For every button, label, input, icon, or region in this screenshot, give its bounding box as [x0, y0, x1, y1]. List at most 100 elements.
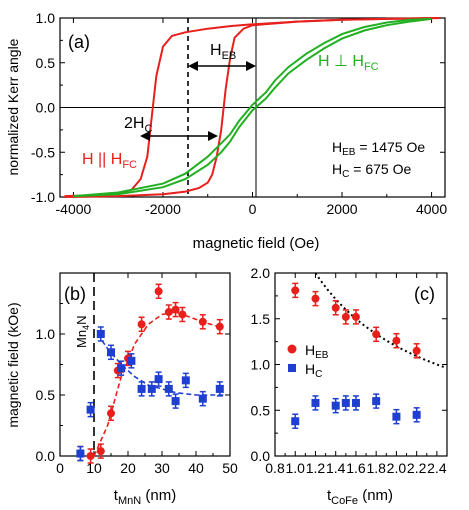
panel-c-xtick-label: 1.8 [366, 460, 386, 476]
panel-c-xtick-label: 1.2 [306, 460, 326, 476]
panel-c-xlabel: tCoFe (nm) [327, 487, 393, 507]
point-red [198, 317, 207, 326]
panel-a-ytick-label: -1.0 [31, 189, 55, 205]
point-blue [372, 397, 381, 406]
panel-c-xtick-label: 1.4 [326, 460, 346, 476]
panel-b-ytick-label: 0.0 [36, 448, 56, 464]
point-blue [154, 375, 163, 384]
panel-b: 0 10 20 30 40 50 0.0 0.5 1.0 (b) Mn4N magnetic f… [5, 272, 238, 507]
heb-value: HEB = 1475 Oe [332, 139, 425, 158]
panel-a-ytick-label: 1.0 [36, 10, 56, 26]
heb-label: HEB [210, 42, 236, 62]
point-blue [351, 398, 360, 407]
point-red [392, 336, 401, 345]
panel-c-xtick-label: 1.6 [346, 460, 366, 476]
point-red [137, 320, 146, 329]
parallel-label: H || HFC [82, 151, 137, 171]
panel-b-xtick-label: 20 [120, 460, 136, 476]
twohc-label: 2HC [124, 115, 152, 135]
twohc-arrow-head-left [140, 131, 150, 141]
point-red [171, 305, 180, 314]
point-blue [86, 405, 95, 414]
point-red [412, 346, 421, 355]
point-blue [198, 394, 207, 403]
point-blue [107, 348, 115, 357]
point-blue [164, 384, 173, 393]
point-blue [171, 397, 180, 406]
heb-arrow-head-left [188, 61, 198, 71]
panel-b-xtick-label: 40 [188, 460, 204, 476]
panel-a-xlabel: magnetic field (Oe) [193, 235, 320, 252]
point-red [154, 287, 163, 296]
point-red [291, 286, 300, 295]
legend-hc-marker [288, 364, 296, 372]
hysteresis-branch-green-2 [73, 17, 432, 198]
panel-c-ytick-label: 2.0 [251, 265, 271, 281]
panel-a-xtick-label: -2000 [145, 201, 181, 217]
point-blue [147, 384, 156, 393]
panel-b-xlabel: tMnN (nm) [114, 487, 176, 507]
point-red [86, 452, 95, 460]
twohc-arrow-head-right [208, 131, 218, 141]
point-blue [392, 412, 401, 421]
point-red [215, 322, 224, 331]
point-blue [215, 384, 224, 393]
perp-label: H ⊥ HFC [318, 53, 379, 73]
legend-hc-label: HC [305, 361, 322, 380]
legend-heb-marker [287, 344, 297, 354]
point-red [96, 447, 105, 456]
panel-a-ytick-label: 0.0 [36, 100, 56, 116]
panel-b-ylabel: magnetic field (kOe) [5, 302, 21, 427]
panel-c-ytick-label: 0.5 [251, 402, 271, 418]
point-blue [181, 376, 190, 385]
panel-b-xtick-label: 30 [154, 460, 170, 476]
point-red [164, 308, 173, 317]
point-blue [311, 398, 320, 407]
point-red [311, 294, 320, 303]
hysteresis-branch-green-3 [73, 17, 432, 198]
panel-c: 0.8 1.0 1.2 1.4 1.6 1.8 2.0 2.2 2.40.00.51.01.52… [251, 265, 448, 507]
point-blue [291, 417, 300, 426]
panel-a-ylabel: normalized Kerr angle [5, 38, 21, 175]
panel-a-xtick-label: 0 [249, 201, 257, 217]
panel-a: -4000 -2000 0 2000 4000 -1.0 -0.5 0.0 0.5 1.0 (a)… [5, 10, 447, 252]
point-blue [137, 384, 146, 393]
legend-heb-label: HEB [305, 342, 329, 361]
heb-arrow-head-right [246, 61, 256, 71]
point-blue [96, 330, 105, 338]
point-blue [341, 398, 350, 407]
panel-c-xtick-label: 0.8 [265, 460, 285, 476]
point-red [107, 409, 115, 418]
panel-b-xtick-label: 0 [56, 460, 64, 476]
mn4n-label: Mn4N [74, 316, 91, 348]
hysteresis-branch-red-1 [64, 17, 441, 198]
panel-a-xtick-label: 2000 [326, 201, 357, 217]
panel-a-ytick-label: 0.5 [36, 55, 56, 71]
point-red [178, 310, 187, 319]
panel-b-ytick-label: 1.0 [36, 326, 56, 342]
panel-b-ytick-label: 0.5 [36, 387, 56, 403]
point-blue [412, 410, 421, 419]
panel-c-xtick-label: 2.4 [427, 460, 447, 476]
point-red [372, 330, 381, 339]
panel-b-label: (b) [64, 284, 86, 304]
point-blue [76, 449, 85, 458]
panel-c-label: (c) [414, 284, 435, 304]
point-red [351, 312, 360, 321]
panel-c-ytick-label: 1.0 [251, 357, 271, 373]
point-blue [117, 364, 126, 373]
point-red [331, 303, 340, 312]
panel-a-label: (a) [68, 32, 90, 52]
fit-curve-heb [93, 311, 224, 457]
panel-a-xtick-label: 4000 [416, 201, 447, 217]
panel-a-xtick-label: -4000 [56, 201, 92, 217]
point-blue [331, 401, 340, 410]
panel-b-xtick-label: 50 [222, 460, 238, 476]
panel-c-xtick-label: 2.2 [407, 460, 427, 476]
panel-c-xtick-label: 2.0 [387, 460, 407, 476]
hc-value: HC = 675 Oe [332, 161, 411, 180]
point-red [341, 312, 350, 321]
panel-a-ytick-label: -0.5 [31, 144, 55, 160]
panel-c-xtick-label: 1.0 [286, 460, 306, 476]
